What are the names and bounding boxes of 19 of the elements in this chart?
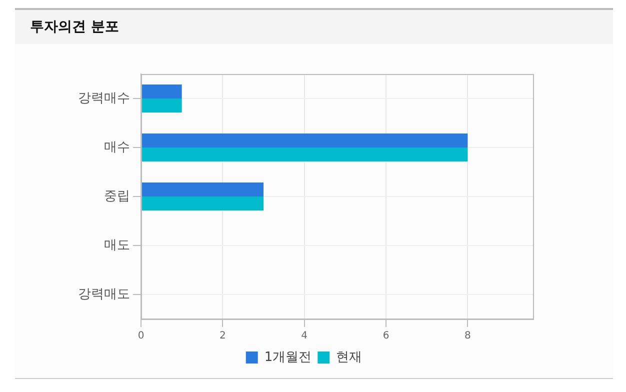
legend-label: 1개월전: [264, 350, 312, 365]
bar: [142, 134, 468, 148]
bar: [142, 148, 468, 162]
bar: [142, 84, 182, 98]
y-tick-label: 강력매도: [78, 286, 130, 302]
y-tick-label: 중립: [104, 188, 130, 204]
x-tick-label: 6: [382, 330, 390, 342]
y-tick-label: 매도: [104, 238, 130, 253]
bar: [142, 182, 264, 196]
bar: [142, 196, 264, 210]
chart-title: 투자의견 분포: [15, 10, 613, 44]
x-tick-label: 2: [219, 330, 226, 342]
bar: [142, 98, 182, 112]
x-tick-label: 4: [301, 330, 308, 342]
legend-label: 현재: [336, 350, 362, 365]
y-tick-label: 매수: [104, 140, 130, 155]
x-tick-label: 8: [464, 330, 471, 342]
y-tick-label: 강력매수: [78, 90, 130, 106]
x-tick-label: 0: [138, 330, 144, 342]
